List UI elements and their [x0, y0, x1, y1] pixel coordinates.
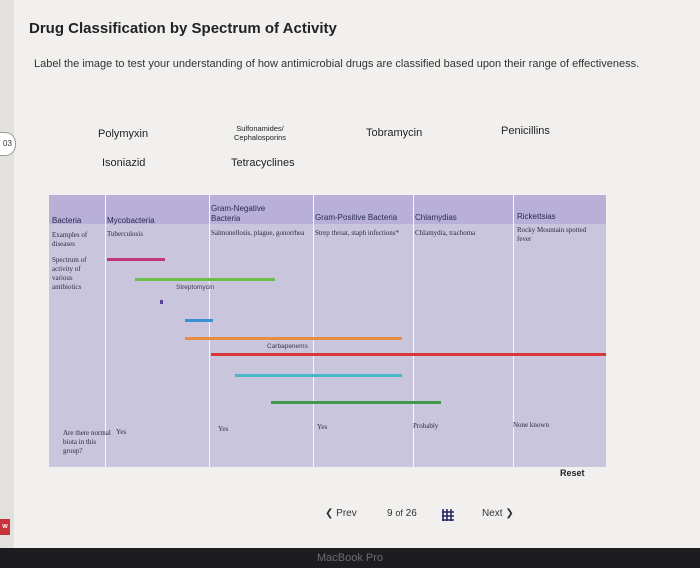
bar-red-spectrum [211, 353, 606, 356]
col-example-chlamydias: Chlamydia, trachoma [415, 229, 476, 237]
col-flora-gram-positive: Yes [317, 423, 328, 431]
bar-label-carbapenems: Carbapenems [267, 343, 308, 350]
chevron-left-icon: ❮ [325, 508, 334, 519]
col-divider [209, 195, 210, 467]
bar-isoniazid-spectrum [107, 258, 165, 261]
col-header-rickettsias: Rickettsias [517, 212, 556, 221]
drag-label-polymyxin[interactable]: Polymyxin [98, 128, 149, 140]
col-divider [313, 195, 314, 467]
col-divider [513, 195, 514, 467]
reset-button[interactable]: Reset [560, 468, 585, 478]
bar-purple-spectrum [160, 300, 163, 304]
col-header-mycobacteria: Mycobacteria [107, 216, 155, 225]
page-indicator: 9 of 26 [387, 508, 417, 519]
page-title: Drug Classification by Spectrum of Activ… [29, 20, 337, 37]
drag-label-penicillins[interactable]: Penicillins [501, 125, 550, 137]
col-divider [105, 195, 106, 467]
col-example-rickettsias: Rocky Mountain spotted fever [517, 226, 587, 243]
col-flora-rickettsias: None known [513, 421, 549, 429]
col-flora-chlamydias: Probably [413, 422, 439, 430]
bar-label-streptomycin: Streptomycin [176, 284, 214, 291]
spectrum-diagram: Bacteria Examples of diseases Spectrum o… [49, 195, 606, 467]
grid-icon[interactable] [442, 509, 454, 521]
side-badge[interactable]: w [0, 519, 10, 535]
instructions: Label the image to test your understandi… [34, 58, 640, 70]
row-label-flora: Are there normal biota in this group? [63, 429, 111, 455]
question-tab[interactable]: 03 [0, 132, 16, 156]
row-label-spectrum: Spectrum of activity of various antibiot… [52, 256, 87, 291]
bar-polymyxin-spectrum [135, 278, 275, 281]
bar-blue-spectrum [185, 319, 213, 322]
bar-orange-spectrum [185, 337, 402, 340]
page-of: of [395, 508, 403, 518]
col-example-gram-positive: Strep throat, staph infections* [315, 229, 399, 237]
col-example-mycobacteria: Tuberculosis [107, 230, 143, 238]
col-divider [413, 195, 414, 467]
page-total: 26 [405, 508, 417, 519]
col-header-chlamydias: Chlamydias [415, 213, 457, 222]
left-strip [0, 0, 14, 548]
col-header-gram-negative: Gram-Negative Bacteria [211, 204, 266, 223]
chevron-right-icon: ❯ [505, 508, 514, 519]
col-flora-mycobacteria: Yes [116, 428, 127, 436]
drag-label-tobramycin[interactable]: Tobramycin [366, 127, 423, 139]
drag-label-sulfonamides[interactable]: Sulfonamides/ Cephalosporins [233, 124, 287, 142]
bar-darkgreen-spectrum [271, 401, 441, 404]
col-header-gram-positive: Gram-Positive Bacteria [315, 213, 398, 222]
col-flora-gram-negative: Yes [218, 425, 229, 433]
drag-label-tetracyclines[interactable]: Tetracyclines [231, 157, 295, 169]
next-label: Next [482, 508, 503, 519]
col-example-gram-negative: Salmonellosis, plague, gonorrhea [211, 229, 305, 237]
next-button[interactable]: Next ❯ [482, 508, 514, 519]
screen: 03 w Drug Classification by Spectrum of … [0, 0, 700, 548]
bar-teal-spectrum [235, 374, 402, 377]
page-current: 9 [387, 508, 393, 519]
bezel-brand: MacBook Pro [316, 552, 384, 564]
prev-label: Prev [336, 508, 357, 519]
row-label-bacteria: Bacteria [52, 216, 82, 225]
row-label-examples: Examples of diseases [52, 231, 88, 248]
drag-label-isoniazid[interactable]: Isoniazid [102, 157, 146, 169]
prev-button[interactable]: ❮ Prev [325, 508, 357, 519]
